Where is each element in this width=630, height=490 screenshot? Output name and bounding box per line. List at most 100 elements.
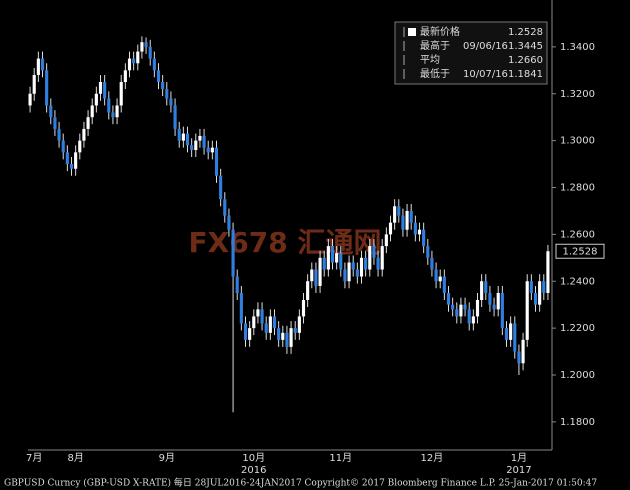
- candle-body: [318, 257, 322, 286]
- candle-body: [293, 328, 297, 333]
- candle-body: [74, 152, 78, 169]
- legend-name: 最新价格: [420, 25, 460, 38]
- candle-body: [148, 46, 152, 59]
- candle-body: [61, 140, 65, 153]
- y-tick-label: 1.3000: [560, 136, 595, 147]
- candle-body: [256, 309, 260, 317]
- legend-name: 最高于: [420, 39, 450, 52]
- candle-body: [202, 135, 206, 148]
- candle-body: [177, 128, 181, 141]
- candle-body: [111, 112, 115, 118]
- candle-body: [272, 316, 277, 329]
- candle-body: [521, 339, 525, 364]
- legend-date: 10/07/16: [463, 69, 508, 80]
- candle-body: [268, 316, 272, 333]
- candle-body: [384, 234, 388, 247]
- y-tick-label: 1.3200: [560, 89, 595, 100]
- candle-body: [165, 89, 169, 99]
- candle-body: [277, 328, 281, 340]
- candle-body: [28, 93, 32, 106]
- candle-body: [397, 206, 401, 216]
- candle-body: [438, 276, 442, 282]
- candle-body: [119, 82, 123, 106]
- candle-body: [393, 206, 397, 223]
- candle-body: [248, 328, 252, 340]
- candle-body: [335, 253, 339, 263]
- candle-body: [219, 175, 223, 200]
- candle-body: [214, 147, 219, 176]
- candle-body: [231, 229, 235, 277]
- candle-body: [368, 246, 372, 270]
- candle-body: [500, 292, 504, 329]
- candle-body: [376, 257, 380, 270]
- candle-body: [355, 269, 359, 277]
- candle-body: [467, 309, 471, 324]
- candle-body: [347, 262, 351, 282]
- candle-body: [194, 140, 198, 150]
- candle-body: [525, 281, 529, 340]
- candle-body: [235, 276, 239, 293]
- candle-body: [69, 164, 74, 169]
- candle-body: [223, 199, 227, 216]
- candle-body: [322, 257, 326, 270]
- candle-body: [65, 152, 69, 165]
- candle-body: [430, 257, 434, 270]
- candle-body: [343, 269, 347, 282]
- candle-body: [103, 82, 107, 99]
- candle-body: [285, 332, 289, 347]
- candle-body: [57, 128, 61, 141]
- candle-body: [471, 316, 475, 324]
- candle-body: [451, 304, 455, 310]
- watermark: FX678 汇通网: [189, 226, 382, 259]
- candle-body: [181, 133, 185, 141]
- candle-body: [123, 70, 127, 83]
- candle-body: [45, 70, 49, 106]
- candle-body: [359, 257, 364, 277]
- candle-body: [339, 253, 343, 270]
- y-tick-label: 1.3400: [560, 42, 595, 53]
- candle-body: [475, 300, 480, 317]
- candle-body: [463, 304, 467, 310]
- candle-body: [422, 229, 426, 247]
- x-tick-label: 7月: [26, 452, 42, 464]
- candle-body: [115, 105, 119, 118]
- candle-body: [434, 269, 438, 282]
- year-label: 2016: [241, 465, 266, 476]
- candle-body: [310, 269, 314, 282]
- candle-body: [144, 42, 148, 47]
- candle-body: [484, 281, 488, 293]
- candle-body: [94, 93, 98, 106]
- candle-body: [252, 316, 256, 329]
- candle-body: [190, 145, 194, 150]
- legend-value: 1.2528: [508, 27, 543, 38]
- legend-value: 1.3445: [508, 41, 543, 52]
- candle-body: [152, 58, 156, 71]
- candle-body: [380, 246, 384, 270]
- candle-body: [127, 58, 132, 71]
- candle-body: [53, 117, 57, 129]
- year-label: 2017: [506, 465, 531, 476]
- legend-icon: [408, 28, 416, 36]
- candle-body: [239, 292, 243, 324]
- candle-body: [504, 328, 509, 340]
- y-tick-label: 1.2400: [560, 276, 595, 287]
- candle-body: [542, 281, 546, 293]
- candle-body: [198, 135, 202, 141]
- legend-name: 平均: [420, 54, 440, 66]
- candle-body: [260, 309, 264, 324]
- candle-body: [169, 98, 173, 106]
- legend-box: [394, 21, 548, 85]
- legend-value: 1.2660: [508, 55, 543, 66]
- candle-body: [409, 210, 413, 223]
- candle-body: [446, 292, 451, 305]
- candle-body: [533, 292, 538, 305]
- candle-body: [330, 246, 335, 263]
- candle-body: [185, 133, 190, 146]
- legend: 最新价格 1.2528 最高于 09/06/16 1.3445 平均 1.2660 最低于 10…: [403, 25, 543, 80]
- candle-body: [326, 246, 330, 270]
- candle-body: [455, 309, 459, 317]
- candle-body: [388, 222, 393, 235]
- candle-body: [86, 117, 90, 129]
- candle-body: [405, 210, 409, 230]
